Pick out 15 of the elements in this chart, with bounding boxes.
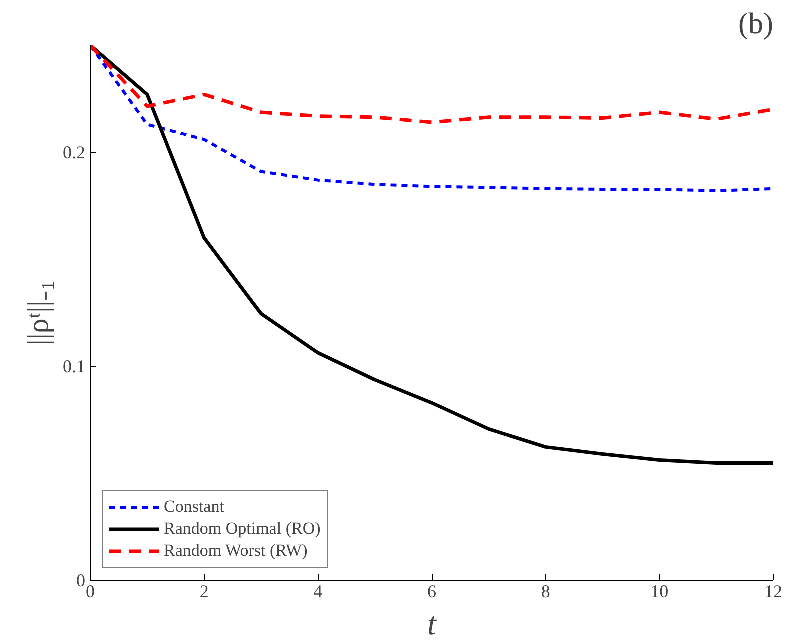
x-tick-label: 2 — [200, 582, 209, 602]
y-axis-title: ||ρᵗ||₋₁ — [22, 280, 55, 346]
x-axis-title: t — [428, 606, 438, 642]
x-tick-label: 10 — [650, 582, 669, 602]
legend-label: Random Optimal (RO) — [164, 519, 321, 539]
x-tick-label: 8 — [541, 582, 550, 602]
y-tick-label: 0.1 — [63, 356, 86, 376]
legend-label: Constant — [164, 497, 224, 517]
x-tick-label: 12 — [764, 582, 782, 602]
line-series — [90, 46, 774, 124]
legend-label: Random Worst (RW) — [164, 541, 308, 561]
x-tick-label: 4 — [314, 582, 323, 602]
y-tick-label: 0.2 — [63, 142, 86, 162]
x-tick-label: 6 — [428, 582, 436, 602]
chart-title: (b) — [738, 8, 774, 40]
